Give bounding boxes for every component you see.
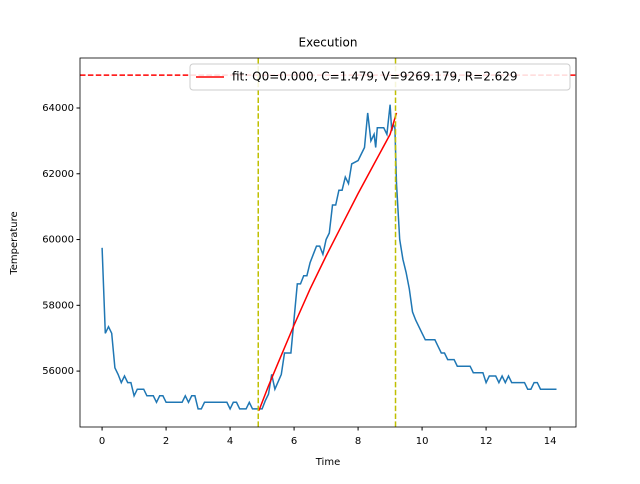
x-tick-label: 10 (416, 436, 429, 447)
y-tick-label: 64000 (42, 103, 74, 114)
x-tick-label: 6 (291, 436, 297, 447)
x-tick-label: 0 (99, 436, 105, 447)
y-tick-label: 58000 (42, 300, 74, 311)
x-tick-label: 2 (163, 436, 169, 447)
x-tick-label: 12 (480, 436, 493, 447)
y-tick-label: 56000 (42, 366, 74, 377)
plot-frame (79, 57, 577, 428)
y-axis-label: Temperature (9, 211, 20, 275)
chart-title: Execution (299, 36, 358, 50)
x-tick-label: 14 (544, 436, 557, 447)
x-tick-label: 8 (355, 436, 361, 447)
y-tick-label: 60000 (42, 235, 74, 246)
y-tick-label: 62000 (42, 169, 74, 180)
legend-box (189, 63, 571, 91)
legend-label: fit: Q0=0.000, C=1.479, V=9269.179, R=2.… (232, 70, 518, 84)
x-tick-label: 4 (227, 436, 233, 447)
series-line (101, 104, 557, 411)
series-line (258, 112, 398, 411)
x-axis-label: Time (315, 457, 340, 468)
